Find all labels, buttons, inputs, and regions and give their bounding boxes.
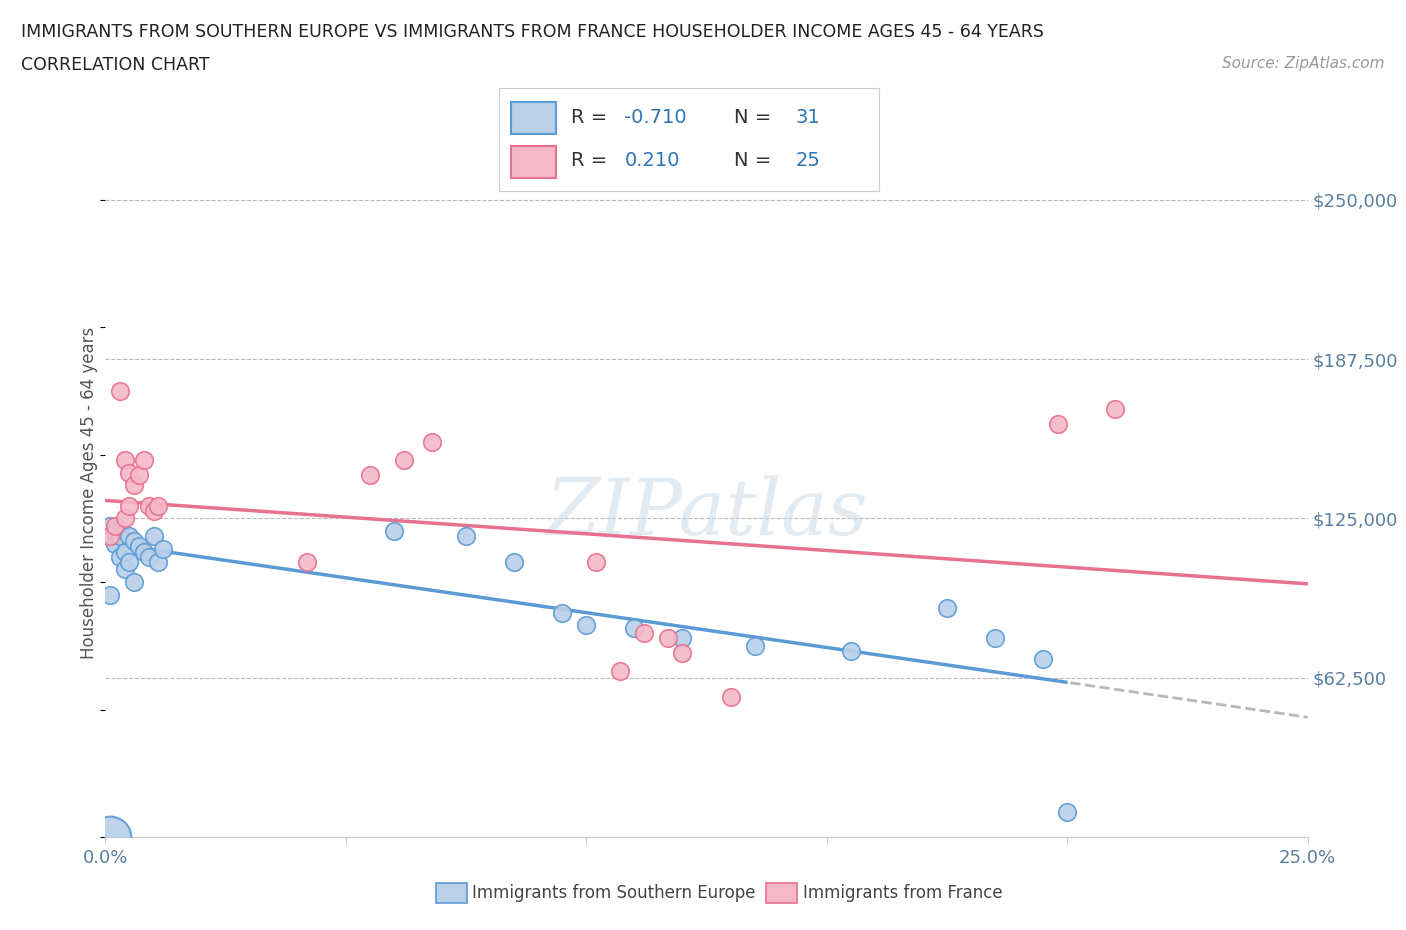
Text: R =: R = [571, 108, 607, 127]
Point [744, 638, 766, 653]
Point [128, 468, 150, 483]
Point [1046, 417, 1069, 432]
Text: 0.210: 0.210 [624, 151, 681, 170]
Bar [510, 101, 557, 135]
Point [98, 519, 121, 534]
Y-axis label: Householder Income Ages 45 - 64 years: Householder Income Ages 45 - 64 years [80, 326, 98, 659]
Point [575, 618, 598, 633]
Point [114, 452, 136, 467]
Text: Immigrants from France: Immigrants from France [803, 884, 1002, 902]
Point [551, 605, 574, 620]
Point [114, 562, 136, 577]
Point [98, 830, 121, 844]
Point [839, 644, 862, 658]
Point [104, 537, 127, 551]
Text: -0.710: -0.710 [624, 108, 688, 127]
Point [936, 600, 959, 615]
Text: N =: N = [734, 151, 772, 170]
Point [585, 554, 607, 569]
Text: CORRELATION CHART: CORRELATION CHART [21, 56, 209, 73]
Point [118, 465, 141, 480]
Text: N =: N = [734, 108, 772, 127]
Point [671, 631, 693, 645]
Point [1032, 651, 1054, 666]
Point [152, 541, 174, 556]
Point [142, 529, 165, 544]
Point [114, 511, 136, 525]
Point [984, 631, 1007, 645]
Point [98, 588, 121, 603]
Point [138, 498, 160, 513]
Text: R =: R = [571, 151, 607, 170]
Point [114, 544, 136, 559]
Point [623, 620, 645, 635]
Point [1104, 402, 1126, 417]
Point [124, 478, 146, 493]
Point [359, 468, 381, 483]
Point [108, 383, 131, 398]
Point [382, 524, 405, 538]
Text: 31: 31 [796, 108, 820, 127]
Point [671, 646, 693, 661]
Point [503, 554, 526, 569]
Point [148, 498, 170, 513]
Point [454, 529, 477, 544]
Point [118, 554, 141, 569]
Point [142, 503, 165, 518]
Point [1056, 804, 1078, 819]
Bar [510, 146, 557, 179]
Point [104, 519, 127, 534]
Point [118, 498, 141, 513]
Text: 25: 25 [796, 151, 820, 170]
Text: Immigrants from Southern Europe: Immigrants from Southern Europe [472, 884, 756, 902]
Point [657, 631, 679, 645]
Text: ZIPatlas: ZIPatlas [546, 475, 868, 551]
Point [422, 434, 444, 449]
Point [633, 626, 655, 641]
Point [148, 554, 170, 569]
Point [108, 529, 131, 544]
Point [118, 529, 141, 544]
Point [124, 534, 146, 549]
Point [98, 529, 121, 544]
Point [128, 539, 150, 554]
Point [104, 524, 127, 538]
Text: Source: ZipAtlas.com: Source: ZipAtlas.com [1222, 56, 1385, 71]
Point [392, 452, 415, 467]
Point [132, 452, 155, 467]
Point [132, 544, 155, 559]
Point [138, 550, 160, 565]
Point [720, 689, 742, 704]
Point [297, 554, 319, 569]
Point [609, 664, 631, 679]
Point [124, 575, 146, 590]
Text: IMMIGRANTS FROM SOUTHERN EUROPE VS IMMIGRANTS FROM FRANCE HOUSEHOLDER INCOME AGE: IMMIGRANTS FROM SOUTHERN EUROPE VS IMMIG… [21, 23, 1045, 41]
Point [108, 550, 131, 565]
